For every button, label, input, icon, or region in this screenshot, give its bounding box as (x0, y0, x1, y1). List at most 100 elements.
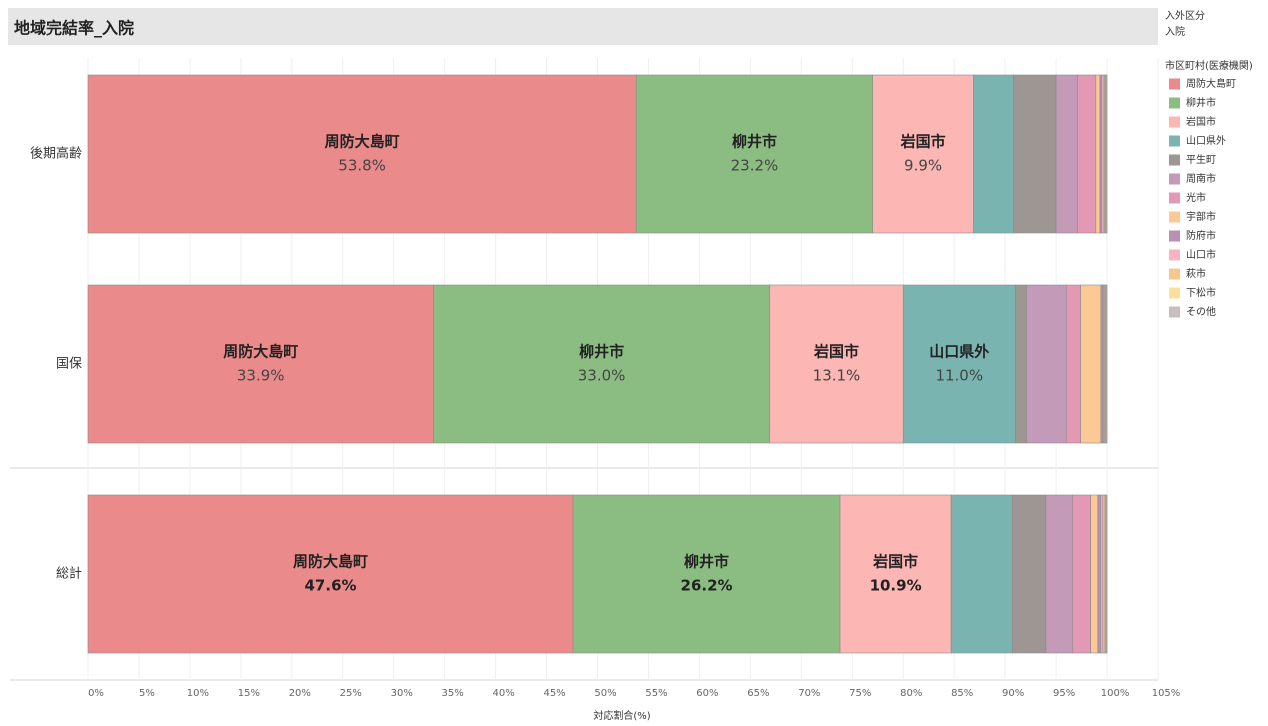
data-label: 53.8% (338, 157, 386, 175)
legend-swatch (1169, 249, 1180, 261)
data-label: 13.1% (813, 367, 861, 385)
bar-segment (572, 494, 841, 654)
bar-segment (1045, 494, 1073, 654)
bar-segment (1015, 284, 1027, 444)
title-bar (8, 8, 1158, 45)
bar-segment (1105, 494, 1108, 654)
legend-label: 周南市 (1186, 172, 1216, 185)
x-tick-label: 65% (747, 688, 769, 699)
legend-label: 柳井市 (1186, 96, 1216, 109)
x-tick-label: 95% (1053, 688, 1075, 699)
bar-segment (1105, 284, 1108, 444)
bar-segment (87, 284, 434, 444)
bar-segment (433, 284, 771, 444)
legend-label: 宇部市 (1186, 210, 1216, 223)
segment-name: 岩国市 (813, 343, 859, 361)
legend-swatch (1169, 97, 1180, 109)
bar-segment (1101, 74, 1105, 234)
legend-swatch (1169, 154, 1180, 166)
x-tick-label: 105% (1152, 688, 1181, 699)
bar-segment (1097, 494, 1102, 654)
bar-row: 周防大島町 53.8% 柳井市 23.2% 岩国市 9.9% (87, 74, 1108, 234)
x-tick-label: 5% (139, 688, 155, 699)
legend-label: 平生町 (1186, 153, 1216, 166)
legend-swatch (1169, 135, 1180, 147)
segment-name: 柳井市 (579, 343, 624, 361)
x-tick-label: 100% (1101, 688, 1130, 699)
bar-segment (1099, 74, 1103, 234)
x-tick-label: 0% (88, 688, 104, 699)
x-tick-label: 20% (289, 688, 311, 699)
bar-segment (1080, 284, 1102, 444)
segment-name: 柳井市 (684, 553, 729, 571)
bar-segment (902, 284, 1016, 444)
bar-segment (1012, 74, 1057, 234)
segment-name: 周防大島町 (293, 553, 368, 571)
bar-segment (1105, 74, 1108, 234)
legend-swatch (1169, 116, 1180, 128)
legend-swatch (1169, 230, 1180, 242)
x-tick-label: 80% (900, 688, 922, 699)
legend-swatch (1169, 78, 1180, 90)
legend-swatch (1169, 287, 1180, 299)
data-label: 33.0% (578, 367, 626, 385)
bar-segment (1102, 494, 1106, 654)
filter-value: 入院 (1165, 25, 1185, 38)
legend-label: 下松市 (1186, 286, 1216, 299)
legend-swatch (1169, 211, 1180, 223)
segment-name: 山口県外 (929, 343, 989, 361)
data-label: 47.6% (305, 577, 357, 595)
legend-swatch (1169, 173, 1180, 185)
x-tick-label: 75% (849, 688, 871, 699)
data-label: 10.9% (870, 577, 922, 595)
data-label: 23.2% (731, 157, 779, 175)
bar-segment (1090, 494, 1099, 654)
legend-title: 市区町村(医療機関) (1165, 59, 1253, 72)
legend-swatch (1169, 192, 1180, 204)
segment-name: 周防大島町 (325, 133, 400, 151)
bar-segment (1011, 494, 1047, 654)
x-tick-label: 10% (187, 688, 209, 699)
x-tick-label: 15% (238, 688, 260, 699)
x-axis-title: 対応割合(%) (593, 709, 650, 722)
bar-segment (769, 284, 904, 444)
legend-swatch (1169, 268, 1180, 280)
bar-row: 周防大島町 33.9% 柳井市 33.0% 岩国市 13.1% 山口県外 11.0% (87, 284, 1108, 444)
x-tick-label: 60% (696, 688, 718, 699)
legend-label: 萩市 (1186, 267, 1206, 280)
y-tick-label: 総計 (56, 566, 82, 582)
bar-segment (87, 494, 574, 654)
data-label: 11.0% (935, 367, 983, 385)
legend-label: 山口県外 (1186, 135, 1226, 147)
y-tick-label: 後期高齢 (30, 146, 82, 162)
legend-label: その他 (1186, 305, 1216, 318)
legend-label: 周防大島町 (1186, 77, 1236, 90)
x-tick-label: 30% (391, 688, 413, 699)
bar-segment (1095, 74, 1101, 234)
bar-segment (872, 74, 974, 234)
bar-segment (839, 494, 952, 654)
segment-name: 岩国市 (900, 133, 946, 151)
x-tick-label: 35% (442, 688, 464, 699)
x-tick-label: 40% (493, 688, 515, 699)
segment-name: 岩国市 (872, 553, 918, 571)
legend-label: 防府市 (1186, 229, 1216, 242)
bar-segment (1065, 284, 1081, 444)
bar-segment (1100, 284, 1104, 444)
bar-segment (87, 74, 637, 234)
x-tick-label: 70% (798, 688, 820, 699)
filter-title: 入外区分 (1165, 10, 1205, 22)
legend-swatch (1169, 306, 1180, 318)
x-tick-label: 85% (951, 688, 973, 699)
x-tick-label: 55% (645, 688, 667, 699)
segment-name: 周防大島町 (223, 343, 298, 361)
bar-segment (1077, 74, 1097, 234)
x-tick-label: 90% (1002, 688, 1024, 699)
legend-label: 光市 (1186, 191, 1206, 204)
chart-title: 地域完結率_入院 (14, 19, 134, 38)
data-label: 9.9% (904, 157, 942, 175)
bar-segment (635, 74, 873, 234)
segment-name: 柳井市 (732, 133, 777, 151)
data-label: 33.9% (237, 367, 285, 385)
